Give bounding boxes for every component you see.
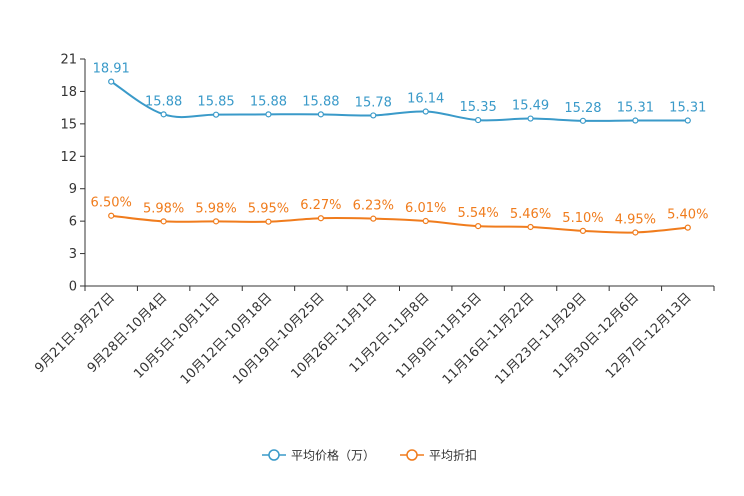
data-label: 15.88 (250, 94, 287, 109)
data-point (317, 215, 324, 222)
data-point (108, 212, 115, 219)
data-label: 5.46% (510, 207, 551, 222)
data-point (108, 78, 115, 85)
series-price: 18.91 15.88 15.85 15.88 15.88 15.78 16.14 15.35… (93, 62, 706, 124)
data-point (317, 111, 324, 118)
legend-label: 平均折扣 (429, 448, 477, 463)
data-point (370, 215, 377, 222)
data-point (527, 223, 534, 231)
y-tick-label: 12 (60, 150, 77, 165)
y-tick-label: 6 (69, 215, 77, 230)
data-label: 6.27% (300, 198, 341, 213)
data-point (422, 217, 429, 225)
data-point (265, 111, 272, 118)
data-label: 15.28 (564, 101, 601, 116)
data-point (160, 111, 167, 118)
data-label: 15.78 (355, 95, 392, 110)
x-axis: 9月21日-9月27日9月28日-10月4日10月5日-10月11日10月12日… (32, 285, 715, 388)
y-tick-label: 3 (69, 247, 77, 262)
data-label: 5.40% (667, 208, 708, 223)
data-label: 15.85 (197, 95, 234, 110)
data-label: 15.49 (512, 99, 549, 114)
series-line-discount (111, 214, 688, 234)
data-label: 15.35 (460, 100, 497, 115)
data-label: 6.50% (91, 196, 132, 211)
x-tick-label: 11月16日-11月22日 (440, 290, 537, 387)
data-label: 6.01% (405, 201, 446, 216)
legend-circle-icon (268, 449, 280, 461)
y-tick-label: 15 (60, 117, 77, 132)
data-point (475, 223, 482, 230)
data-point (160, 218, 167, 225)
data-label: 6.23% (353, 199, 394, 214)
data-label: 15.88 (302, 94, 339, 109)
x-tick-label: 10月19日-10月25日 (230, 290, 327, 387)
legend: 平均价格（万） 平均折扣 (262, 448, 477, 463)
y-tick-label: 0 (69, 280, 77, 295)
data-point (684, 117, 691, 124)
series-layer: 18.91 15.88 15.85 15.88 15.88 15.78 16.14 15.35… (91, 62, 708, 236)
data-label: 5.98% (195, 201, 236, 216)
data-point (212, 218, 220, 225)
data-label: 5.10% (562, 211, 603, 226)
data-point (579, 227, 587, 234)
y-tick-label: 18 (60, 85, 77, 100)
y-axis: 0 3 6 9 12 15 18 21 (60, 53, 86, 295)
data-label: 5.95% (248, 202, 289, 217)
data-label: 5.98% (143, 201, 184, 216)
legend-label: 平均价格（万） (291, 448, 375, 463)
legend-circle-icon (406, 449, 418, 461)
data-point (422, 108, 429, 115)
data-label: 15.31 (669, 101, 706, 116)
data-point (370, 112, 377, 119)
data-point (475, 116, 482, 124)
data-label: 15.88 (145, 94, 182, 109)
series-line-price (110, 80, 688, 122)
series-discount: 6.50% 5.98% 5.98% 5.95% 6.27% 6.23% 6.01% 5.54%… (91, 196, 708, 236)
data-point (212, 111, 220, 118)
data-point (265, 218, 272, 225)
data-point (579, 117, 587, 124)
data-point (632, 229, 639, 236)
data-label: 5.54% (457, 206, 498, 221)
x-tick-label: 11月23日-11月29日 (492, 290, 589, 387)
data-label: 15.31 (617, 101, 654, 116)
data-label: 18.91 (93, 62, 130, 77)
data-point (632, 117, 639, 124)
legend-item-discount[interactable]: 平均折扣 (400, 448, 477, 463)
x-tick-label: 10月12日-10月18日 (178, 290, 275, 387)
data-point (527, 115, 534, 122)
y-tick-label: 9 (69, 182, 77, 197)
legend-item-price[interactable]: 平均价格（万） (262, 448, 375, 463)
y-tick-label: 21 (60, 53, 77, 68)
data-point (684, 224, 691, 231)
data-label: 4.95% (615, 212, 656, 227)
data-label: 16.14 (407, 92, 444, 107)
